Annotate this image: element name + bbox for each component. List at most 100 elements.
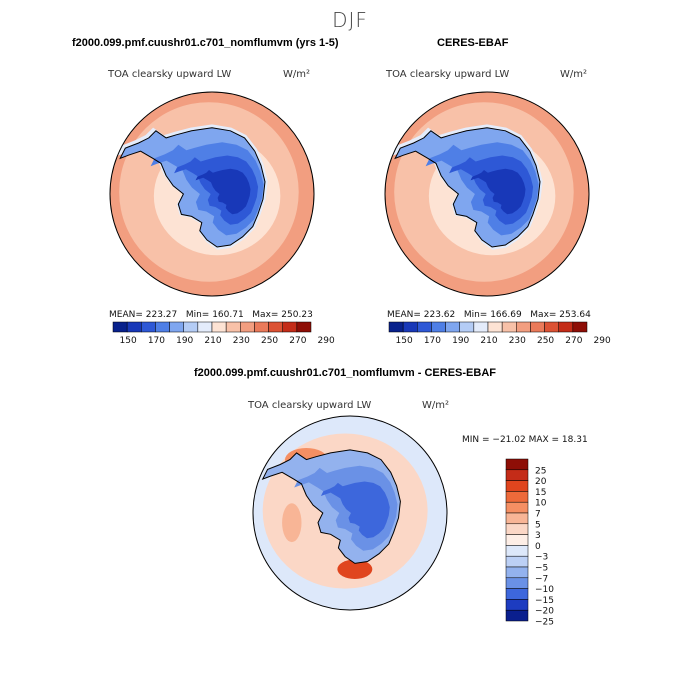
colorbar-swatch [544, 321, 559, 333]
antarctic-interior-4 [195, 168, 251, 215]
panel-1-mean: MEAN= 223.27 [109, 310, 178, 320]
colorbar-swatch [197, 321, 213, 333]
colorbar-swatch [516, 321, 531, 333]
diff-colorbar-swatch [505, 609, 529, 622]
colorbar-swatch [431, 321, 446, 333]
colorbar-swatch [558, 321, 574, 333]
coastline [261, 449, 401, 564]
colorbar-swatch [141, 321, 156, 333]
colorbar-swatch [254, 321, 269, 333]
antarctic-interior-4 [470, 168, 526, 215]
diff-colorbar-tick-label: 10 [535, 499, 547, 509]
colorbar-tick-label: 170 [424, 336, 441, 346]
coastline [394, 127, 541, 248]
diff-warm-patch-2 [337, 559, 373, 579]
colorbar-tick-label: 290 [594, 336, 611, 346]
colorbar-tick-label: 270 [289, 336, 306, 346]
colorbar-tick-label: 190 [176, 336, 193, 346]
colorbar-tick-label: 190 [452, 336, 469, 346]
diff-colorbar-tick-label: 15 [535, 488, 546, 498]
colorbar-tick-label: 230 [233, 336, 250, 346]
diff-colorbar-tick-label: −15 [535, 596, 554, 606]
colorbar-tick-label: 150 [396, 336, 413, 346]
diff-colorbar-tick-label: 0 [535, 542, 541, 552]
diff-colorbar-swatch [505, 469, 529, 481]
colorbar-swatch [296, 321, 312, 333]
colorbar-swatch [268, 321, 283, 333]
colorbar-swatch [211, 321, 227, 333]
diff-warm-patch-3 [282, 503, 302, 543]
colorbar-swatch [459, 321, 475, 333]
diff-panel-title: f2000.099.pmf.cuushr01.c701_nomflumvm - … [194, 367, 496, 379]
diff-colorbar-tick-label: 7 [535, 510, 541, 520]
colorbar-tick-label: 210 [480, 336, 497, 346]
colorbar-1: 150 170 190 210 230 250 270 290 [112, 321, 335, 346]
diff-colorbar-tick-label: −5 [535, 564, 548, 574]
panel-1-variable: TOA clearsky upward LW [108, 69, 232, 80]
map-panel-3 [252, 415, 448, 611]
colorbar-swatch [388, 321, 404, 333]
diff-colorbar-swatch [505, 458, 529, 471]
colorbar-swatch [473, 321, 489, 333]
diff-colorbar-tick-label: 20 [535, 477, 547, 487]
map-panel-1 [109, 91, 315, 297]
map-panel-2 [384, 91, 590, 297]
colorbar-swatch [572, 321, 588, 333]
colorbar-swatch [487, 321, 503, 333]
colorbar-swatch [402, 321, 418, 333]
panel-2-mean: MEAN= 223.62 [387, 310, 456, 320]
diff-colorbar-tick-label: −7 [535, 574, 548, 584]
panel-1-max: Max= 250.23 [252, 310, 313, 320]
diff-colorbar-tick-label: −10 [535, 585, 554, 595]
panel-1-min: Min= 160.71 [185, 310, 244, 320]
diff-colorbar-tick-label: 3 [535, 531, 541, 541]
diff-colorbar-swatch [505, 480, 529, 492]
diff-panel-units: W/m² [422, 400, 450, 411]
map-boundary [252, 415, 448, 611]
diff-panel-variable: TOA clearsky upward LW [248, 400, 372, 411]
colorbar-tick-label: 150 [120, 336, 137, 346]
panel-2-title: CERES-EBAF [437, 37, 509, 49]
diff-colorbar-tick-label: −20 [535, 607, 554, 617]
colorbar-swatch [282, 321, 298, 333]
panel-2-min: Min= 166.69 [463, 310, 522, 320]
panel-2-stats: MEAN= 223.62 Min= 166.69 Max= 253.64 [387, 310, 591, 320]
colorbar-swatch [445, 321, 460, 333]
diff-colorbar-tick-label: 25 [535, 466, 546, 476]
colorbar-tick-label: 270 [565, 336, 582, 346]
colorbar-tick-label: 290 [318, 336, 335, 346]
panel-1-stats: MEAN= 223.27 Min= 160.71 Max= 250.23 [109, 310, 313, 320]
diff-antarctic-3 [320, 481, 390, 539]
diff-colorbar-swatch [505, 577, 529, 589]
colorbar-tick-label: 250 [261, 336, 278, 346]
diff-colorbar-swatch [505, 512, 529, 525]
colorbar-swatch [240, 321, 255, 333]
colorbar-swatch [501, 321, 517, 333]
diff-colorbar-swatch [505, 523, 529, 535]
figure-title: DJF [332, 8, 368, 32]
colorbar-tick-label: 250 [537, 336, 554, 346]
colorbar-tick-label: 170 [148, 336, 165, 346]
diff-colorbar-swatch [505, 599, 529, 611]
panel-1-units: W/m² [283, 69, 311, 80]
diff-colorbar-tick-label: 5 [535, 520, 541, 530]
colorbar-tick-label: 210 [204, 336, 221, 346]
colorbar-swatch [112, 321, 128, 333]
diff-panel-minmax: MIN = −21.02 MAX = 18.31 [462, 435, 588, 445]
panel-2-variable: TOA clearsky upward LW [386, 69, 510, 80]
colorbar-swatch [169, 321, 184, 333]
colorbar-swatch [155, 321, 170, 333]
colorbar-swatch [530, 321, 545, 333]
map-boundary [384, 91, 590, 297]
colorbar-swatch [126, 321, 142, 333]
diff-colorbar-swatch [505, 501, 529, 514]
diff-colorbar-tick-label: −25 [535, 618, 554, 628]
colorbar-tick-label: 230 [509, 336, 526, 346]
panel-1-title: f2000.099.pmf.cuushr01.c701_nomflumvm (y… [72, 37, 339, 49]
diff-colorbar-tick-label: −3 [535, 553, 548, 563]
panel-2-max: Max= 253.64 [530, 310, 591, 320]
coastline [119, 127, 266, 248]
colorbar-2: 150 170 190 210 230 250 270 290 [388, 321, 611, 346]
diff-colorbar-swatch [505, 555, 529, 568]
